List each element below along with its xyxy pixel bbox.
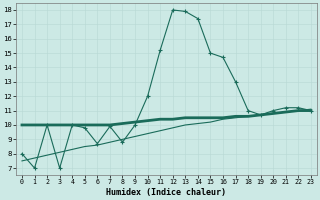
X-axis label: Humidex (Indice chaleur): Humidex (Indice chaleur) bbox=[107, 188, 227, 197]
